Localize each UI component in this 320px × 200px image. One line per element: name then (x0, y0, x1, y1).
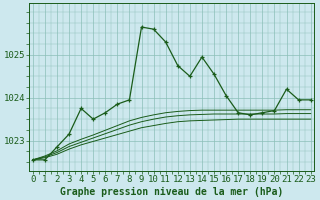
X-axis label: Graphe pression niveau de la mer (hPa): Graphe pression niveau de la mer (hPa) (60, 186, 283, 197)
